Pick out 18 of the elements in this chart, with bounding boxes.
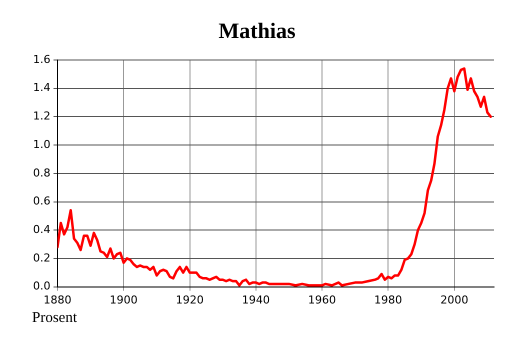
text: Prosent	[32, 310, 77, 327]
y-tick-label: 1.2	[32, 110, 50, 123]
y-tick-label: 0.8	[32, 166, 50, 180]
y-tick-label: 0.4	[32, 222, 50, 236]
x-tick-label: 1880	[43, 293, 72, 306]
x-tick-label: 1900	[110, 293, 138, 306]
y-tick-label: 1.4	[32, 81, 50, 94]
x-tick-label: 1960	[308, 293, 336, 306]
x-tick-label: 2000	[440, 293, 468, 306]
y-tick-label: 1.0	[32, 138, 50, 151]
y-tick-label: 0.2	[32, 251, 50, 264]
x-tick-label: 1940	[242, 293, 270, 306]
y-tick-label: 0.0	[32, 280, 50, 293]
x-tick-label: 1980	[374, 293, 402, 306]
y-tick-label: 0.6	[32, 194, 50, 208]
chart-title: Mathias	[218, 18, 296, 44]
x-tick-label: 1920	[176, 293, 204, 306]
y-tick-label: 1.6	[32, 52, 50, 66]
